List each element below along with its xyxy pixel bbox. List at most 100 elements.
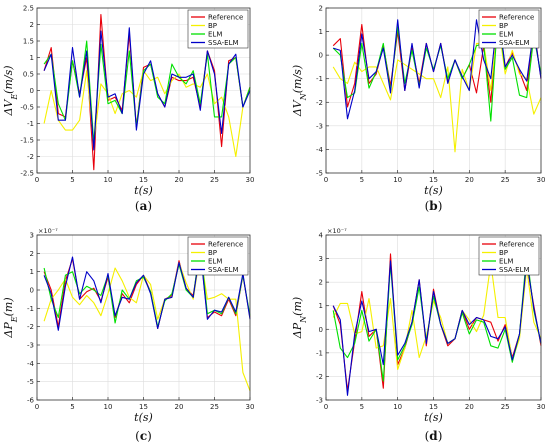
y-tick-label: -1.5 <box>20 137 34 145</box>
legend-entry-label: BP <box>208 249 217 257</box>
x-tick-label: 0 <box>35 176 39 184</box>
legend-entry-label: SSA-ELM <box>499 39 530 47</box>
x-tick-label: 25 <box>501 176 510 184</box>
legend-entry-label: Reference <box>499 14 534 22</box>
x-tick-label: 10 <box>393 176 402 184</box>
y-axis-label: ΔPE(m) <box>2 297 19 338</box>
x-axis-label: t(s) <box>424 184 443 197</box>
x-tick-label: 0 <box>35 403 39 411</box>
y-tick-label: 0 <box>319 52 323 60</box>
x-tick-label: 5 <box>70 176 74 184</box>
legend-entry-label: SSA-ELM <box>499 266 530 274</box>
series-line-ssa-elm <box>332 260 542 396</box>
x-axis-label: t(s) <box>134 411 153 424</box>
y-axis-label: ΔPN(m) <box>291 297 308 339</box>
legend-entry-label: Reference <box>208 14 243 22</box>
legend-box <box>478 236 540 276</box>
legend-entry-label: SSA-ELM <box>208 266 239 274</box>
y-tick-label: 0 <box>30 287 34 295</box>
legend-entry-label: SSA-ELM <box>208 39 239 47</box>
y-tick-label: 1 <box>319 302 323 310</box>
y-tick-label: -5 <box>316 170 323 178</box>
panel-label: (c) <box>135 429 152 443</box>
series-line-bp <box>43 252 251 391</box>
series-line-ssa-elm <box>43 27 251 151</box>
x-axis-label: t(s) <box>134 184 153 197</box>
y-tick-label: 1.5 <box>23 38 34 46</box>
y-tick-label: -2.5 <box>20 170 34 178</box>
legend-entry-label: BP <box>208 22 217 30</box>
x-tick-label: 0 <box>324 403 328 411</box>
x-tick-label: 15 <box>139 176 148 184</box>
legend-box <box>187 9 249 49</box>
y-tick-label: -6 <box>27 397 35 405</box>
x-tick-label: 20 <box>175 403 184 411</box>
x-tick-label: 30 <box>537 403 546 411</box>
legend-entry-label: BP <box>499 22 508 30</box>
y-exponent-label: ×10⁻⁷ <box>38 227 58 235</box>
y-tick-label: -4 <box>27 360 35 368</box>
y-tick-label: 2 <box>319 279 323 287</box>
y-tick-label: 3 <box>319 255 323 263</box>
y-tick-label: 3 <box>30 232 34 240</box>
x-tick-label: 10 <box>393 403 402 411</box>
legend-entry-label: ELM <box>499 31 513 39</box>
y-tick-label: 1 <box>319 28 323 36</box>
x-tick-label: 10 <box>104 176 113 184</box>
panel-label: (d) <box>425 429 443 443</box>
x-tick-label: 30 <box>246 176 255 184</box>
legend-box <box>187 236 249 276</box>
x-tick-label: 10 <box>104 403 113 411</box>
legend-entry-label: ELM <box>208 31 222 39</box>
y-tick-label: -2 <box>316 99 323 107</box>
series-line-bp <box>43 70 251 158</box>
y-tick-label: 0 <box>319 326 323 334</box>
y-tick-label: 2 <box>319 5 323 13</box>
y-tick-label: -3 <box>27 342 34 350</box>
series-line-bp <box>332 21 542 153</box>
x-tick-label: 15 <box>429 403 438 411</box>
x-tick-label: 25 <box>210 176 219 184</box>
y-tick-label: -1 <box>27 120 34 128</box>
legend-entry-label: Reference <box>208 241 243 249</box>
x-tick-label: 15 <box>429 176 438 184</box>
legend-entry-label: Reference <box>499 241 534 249</box>
series-line-ssa-elm <box>43 249 251 331</box>
y-tick-label: 1 <box>30 268 34 276</box>
legend-entry-label: ELM <box>499 258 513 266</box>
series-line-ssa-elm <box>333 9 542 120</box>
chart-panel-4: 0 5 10 15 20 25 30 -3 -2 -1 0 1 2 3 4×10⁻⁷ t(s) ΔPN(m) (d… <box>291 227 545 443</box>
y-tick-label: -0.5 <box>20 104 34 112</box>
x-tick-label: 30 <box>537 176 546 184</box>
y-axis-label: ΔVN(m/s) <box>291 65 308 117</box>
y-tick-label: 4 <box>319 232 324 240</box>
x-tick-label: 30 <box>246 403 255 411</box>
x-tick-label: 5 <box>360 403 364 411</box>
x-tick-label: 25 <box>210 403 219 411</box>
x-tick-label: 20 <box>175 176 184 184</box>
x-tick-label: 20 <box>465 403 474 411</box>
chart-panel-1: 0 5 10 15 20 25 30 -2.5 -2 -1.5 -1 -0.5 0 0.5 1 1.5 2 2.5… <box>2 5 254 214</box>
y-tick-label: -2 <box>316 373 323 381</box>
legend-box <box>478 9 540 49</box>
x-tick-label: 5 <box>360 176 364 184</box>
x-axis-label: t(s) <box>424 411 443 424</box>
y-tick-label: -1 <box>316 349 323 357</box>
x-tick-label: 5 <box>70 403 74 411</box>
y-tick-label: -5 <box>27 378 34 386</box>
y-tick-label: -2 <box>27 153 34 161</box>
legend-entry-label: BP <box>499 249 508 257</box>
y-tick-label: -4 <box>316 146 324 154</box>
x-tick-label: 25 <box>501 403 510 411</box>
y-exponent-label: ×10⁻⁷ <box>327 227 347 235</box>
y-tick-label: 0 <box>30 87 34 95</box>
y-tick-label: -3 <box>316 122 323 130</box>
y-axis-label: ΔVE(m/s) <box>2 65 19 116</box>
y-tick-label: 2 <box>30 250 34 258</box>
chart-panel-3: 0 5 10 15 20 25 30 -6 -5 -4 -3 -2 -1 0 1 2 3 ×10⁻⁷ t(s) ΔPE… <box>2 227 254 443</box>
y-tick-label: -1 <box>316 75 323 83</box>
